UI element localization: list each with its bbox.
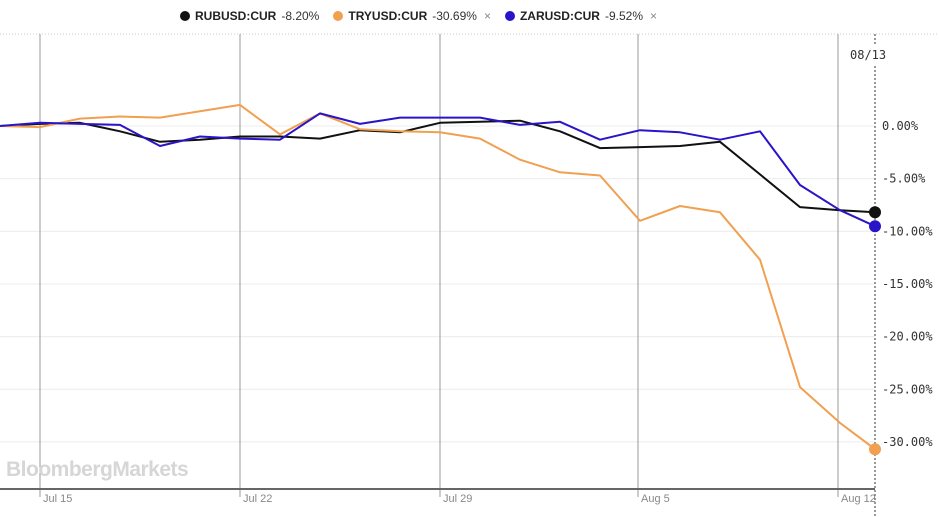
x-tick-label: Jul 29 [443,493,472,505]
y-tick-label: -20.00% [882,330,933,344]
x-tick-label: Jul 15 [43,493,72,505]
endpoint-marker-icon [869,220,881,233]
y-tick-label: -30.00% [882,435,933,449]
y-tick-label: -10.00% [882,224,933,238]
x-axis-labels: Jul 15 Jul 22 Jul 29 Aug 5 Aug 12 [43,493,876,505]
legend-series-name: TRYUSD:CUR [348,9,428,23]
x-tick-label: Jul 22 [243,493,272,505]
crosshair-date-label: 08/13 [846,46,891,64]
bloomberg-markets-watermark: BloombergMarkets [6,458,189,481]
legend-item-zarusd[interactable]: ZARUSD:CUR -9.52% × [504,9,658,23]
y-axis-labels: 0.00% -5.00% -10.00% -15.00% -20.00% -25.00% -… [882,119,933,449]
y-tick-label: -15.00% [882,277,933,291]
series-endpoint-markers [869,206,881,456]
endpoint-marker-icon [869,443,881,456]
week-separator-lines [0,34,876,517]
legend-series-change: -8.20% [281,9,320,23]
series-dot-icon [180,11,190,21]
series-lines [0,103,876,450]
legend-series-change: -9.52% [604,9,643,23]
chart-legend: RUBUSD:CUR -8.20% TRYUSD:CUR -30.69% × ZA… [180,6,657,26]
x-tick-label: Aug 5 [641,493,670,505]
legend-item-rubusd[interactable]: RUBUSD:CUR -8.20% [180,9,319,23]
y-tick-label: -5.00% [882,172,926,186]
legend-series-name: RUBUSD:CUR [195,9,277,23]
series-dot-icon [504,11,515,21]
y-tick-label: -25.00% [882,382,933,396]
y-tick-label: 0.00% [882,119,919,133]
remove-series-close-icon[interactable]: × [483,9,491,23]
endpoint-marker-icon [869,206,881,219]
legend-series-name: ZARUSD:CUR [519,9,600,23]
x-tick-label: Aug 12 [841,493,876,505]
legend-item-tryusd[interactable]: TRYUSD:CUR -30.69% × [333,9,491,23]
series-dot-icon [333,11,344,21]
legend-series-change: -30.69% [432,9,477,23]
grid-lines [0,33,939,443]
remove-series-close-icon[interactable]: × [650,9,658,23]
